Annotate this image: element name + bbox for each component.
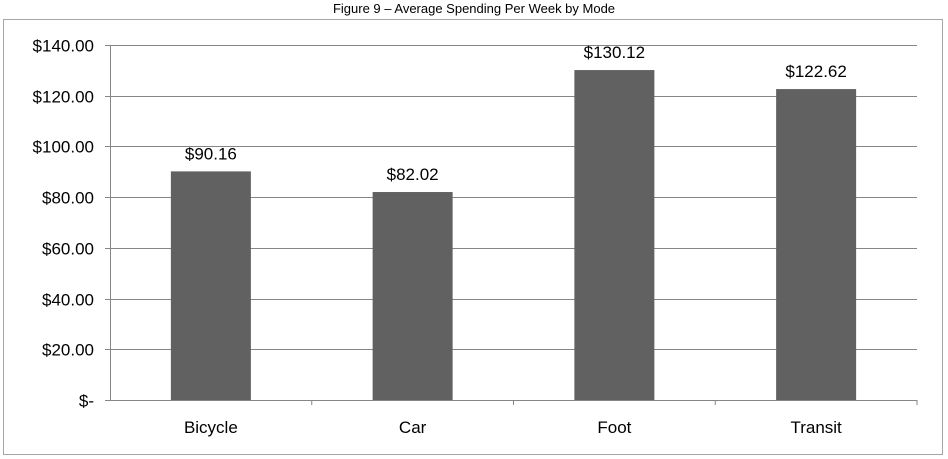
bar-transit <box>776 89 857 401</box>
y-tick-label: $- <box>79 392 94 411</box>
bars <box>170 70 857 401</box>
x-category-label: Car <box>399 418 427 437</box>
y-tick-label: $140.00 <box>33 37 94 56</box>
data-label-foot: $130.12 <box>584 43 645 62</box>
chart-area: $- $20.00 $40.00 $60.00 $80.00 $100.00 $120.00… <box>3 19 943 455</box>
data-label-transit: $122.62 <box>785 62 846 81</box>
axes <box>105 45 918 405</box>
bar-foot <box>574 70 655 400</box>
y-tick-label: $100.00 <box>33 138 94 157</box>
data-label-bicycle: $90.16 <box>185 144 237 163</box>
y-tick-label: $120.00 <box>33 88 94 107</box>
x-category-label: Foot <box>597 418 631 437</box>
x-category-label: Bicycle <box>184 418 238 437</box>
x-category-label: Transit <box>790 418 842 437</box>
bar-bicycle <box>170 171 251 400</box>
bar-chart: $- $20.00 $40.00 $60.00 $80.00 $100.00 $120.00… <box>33 37 918 438</box>
y-tick-label: $20.00 <box>42 341 94 360</box>
y-tick-label: $60.00 <box>42 240 94 259</box>
labels: $- $20.00 $40.00 $60.00 $80.00 $100.00 $120.00… <box>33 37 847 438</box>
data-label-car: $82.02 <box>387 165 439 184</box>
y-tick-label: $80.00 <box>42 189 94 208</box>
y-tick-label: $40.00 <box>42 291 94 310</box>
bar-car <box>372 192 453 400</box>
figure-title: Figure 9 – Average Spending Per Week by … <box>332 1 616 16</box>
